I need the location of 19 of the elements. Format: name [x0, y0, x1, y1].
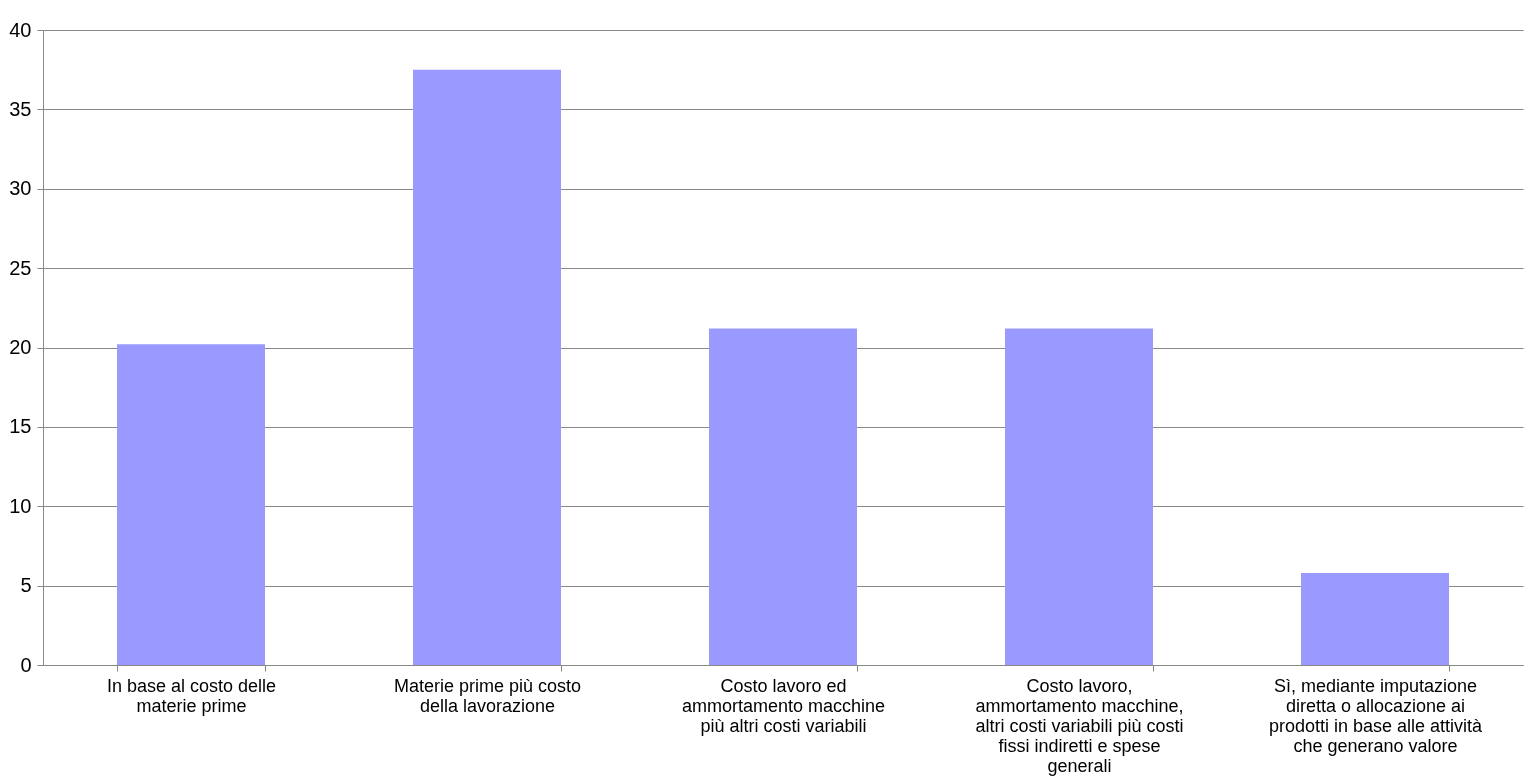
bar	[413, 69, 561, 665]
y-tick-label: 35	[9, 97, 32, 120]
x-tick-label: Materie prime più costo della lavorazione	[393, 675, 582, 716]
y-tick-label: 10	[9, 494, 32, 517]
x-tick-label: Costo lavoro, ammortamento macchine, altri costi variabili più costi fissi indiretti e spese generali	[975, 675, 1184, 776]
y-tick-label: 0	[20, 653, 32, 676]
y-tick-label: 5	[20, 574, 32, 597]
x-tick-label: Sì, mediante imputazione diretta o allocazione ai prodotti in base alle attività che generano valore	[1268, 675, 1484, 756]
y-tick-label: 20	[9, 336, 32, 358]
x-tick-label: In base al costo delle materie prime	[106, 675, 277, 716]
bar	[117, 344, 265, 665]
y-tick-label: 15	[9, 415, 32, 438]
y-tick-label: 30	[9, 177, 32, 200]
y-tick-label: 25	[9, 256, 32, 279]
bar	[1301, 572, 1449, 665]
bar	[709, 328, 857, 665]
x-tick-label: Costo lavoro ed ammortamento macchine più altri costi variabili	[681, 675, 886, 736]
y-tick-label: 40	[9, 18, 32, 41]
bar	[1005, 328, 1153, 665]
